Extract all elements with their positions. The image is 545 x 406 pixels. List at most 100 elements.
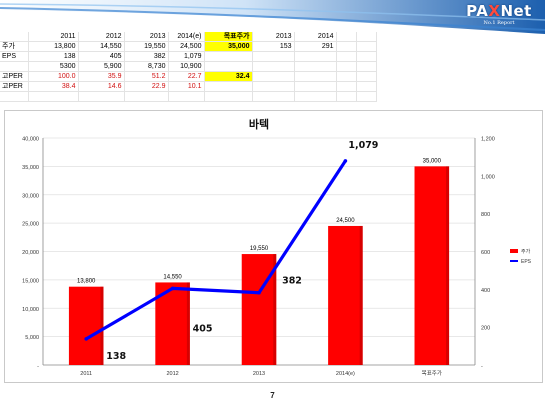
sheet-header-cell: 2012: [78, 32, 125, 42]
sheet-header-row: 2011 2012 2013 2014(e) 목표주가 2013 2014: [0, 32, 377, 42]
sheet-cell: [204, 51, 253, 62]
sheet-header-cell: [0, 32, 29, 42]
bar-shade: [359, 225, 363, 365]
eps-point: [84, 337, 88, 341]
sheet-empty-cell: [356, 41, 377, 52]
data-table: 2011 2012 2013 2014(e) 목표주가 2013 2014 주가 13,800 1…: [0, 32, 377, 102]
legend-label: EPS: [521, 259, 532, 265]
y-right-tick-label: 1,200: [481, 137, 495, 143]
eps-value-label: 1,079: [348, 140, 378, 151]
y-right-tick-label: 600: [481, 250, 490, 256]
sheet-empty-cell: [124, 91, 169, 102]
eps-value-label: 138: [106, 351, 126, 362]
sheet-header-cell: 2013: [124, 32, 169, 42]
sheet-cell: [204, 61, 253, 72]
eps-point: [343, 159, 348, 163]
y-right-tick-label: 400: [481, 288, 490, 294]
bar: [68, 286, 104, 365]
sheet-cell: 22.7: [168, 71, 205, 82]
sheet-header-cell: 2014(e): [168, 32, 205, 42]
sheet-empty-cell: [356, 61, 377, 72]
bar-value-label: 35,000: [423, 158, 442, 164]
bar-shade: [273, 254, 277, 365]
sheet-empty-cell: [336, 51, 357, 62]
paxnet-logo: PAXNet No.1 Report: [466, 2, 532, 26]
legend-swatch-bar: [510, 249, 518, 253]
sheet-cell: 138: [28, 51, 79, 62]
sheet-header-cell: 2014: [294, 32, 337, 42]
eps-point: [257, 290, 261, 295]
sheet-empty-cell: [28, 91, 79, 102]
page-number: 7: [270, 391, 275, 400]
x-tick-label: 2013: [253, 371, 265, 377]
sheet-empty-cell: [336, 41, 357, 52]
bar: [328, 225, 363, 365]
sheet-cell: [252, 71, 295, 82]
chart-title: 바텍: [249, 117, 269, 131]
sheet-empty-cell: [356, 91, 377, 102]
legend-label: 주가: [521, 248, 531, 255]
sheet-empty-cell: [294, 91, 337, 102]
eps-point: [170, 286, 175, 291]
sheet-cell: [294, 51, 337, 62]
sheet-cell: 100.0: [28, 71, 79, 82]
sheet-cell: 5,900: [78, 61, 125, 72]
sheet-cell: [294, 61, 337, 72]
sheet-row: 고PER 38.4 14.6 22.9 10.1: [0, 81, 377, 92]
y-right-tick-label: -: [481, 364, 483, 370]
sheet-cell: 35,000: [204, 41, 253, 52]
sheet-cell: 8,730: [124, 61, 169, 72]
y-right-tick-label: 1,000: [481, 174, 495, 180]
sheet-cell: 19,550: [124, 41, 169, 52]
sheet-header-cell: 목표주가: [204, 32, 253, 42]
sheet-cell: 22.9: [124, 81, 169, 92]
sheet-row-label: 주가: [0, 41, 29, 52]
bar-value-label: 19,550: [250, 246, 269, 252]
bar-shade: [186, 282, 190, 365]
y-left-tick-label: 10,000: [22, 307, 39, 313]
sheet-cell: [252, 51, 295, 62]
x-tick-label: 2012: [166, 371, 178, 377]
sheet-empty-row: [0, 91, 377, 102]
sheet-header-cell: 2013: [252, 32, 295, 42]
bar-value-label: 14,550: [163, 274, 182, 280]
top-banner: PAXNet No.1 Report: [0, 0, 545, 34]
sheet-cell: 14,550: [78, 41, 125, 52]
sheet-cell: 24,500: [168, 41, 205, 52]
sheet-row: 고PER 100.0 35.9 51.2 22.7 32.4: [0, 71, 377, 82]
sheet-cell: 51.2: [124, 71, 169, 82]
sheet-empty-cell: [0, 91, 29, 102]
sheet-cell: 1,079: [168, 51, 205, 62]
sheet-cell: [252, 61, 295, 72]
y-left-tick-label: 20,000: [22, 250, 39, 256]
sheet-cell: 13,800: [28, 41, 79, 52]
sheet-empty-cell: [78, 91, 125, 102]
sheet-row: 5300 5,900 8,730 10,900: [0, 61, 377, 72]
banner-swoosh: [0, 0, 545, 34]
y-left-tick-label: 5,000: [25, 335, 39, 341]
sheet-cell: 35.9: [78, 71, 125, 82]
x-tick-label: 목표주가: [422, 369, 442, 377]
sheet-empty-cell: [336, 71, 357, 82]
sheet-row-label: [0, 61, 29, 72]
sheet-cell: 291: [294, 41, 337, 52]
sheet-row-label: 고PER: [0, 71, 29, 82]
bar-value-label: 24,500: [336, 218, 355, 224]
y-left-tick-label: 40,000: [22, 137, 39, 143]
sheet-cell: 153: [252, 41, 295, 52]
sheet-empty-cell: [204, 91, 253, 102]
y-right-tick-label: 200: [481, 326, 490, 332]
sheet-cell: 10,900: [168, 61, 205, 72]
sheet-row: 주가 13,800 14,550 19,550 24,500 35,000 153 291: [0, 41, 377, 52]
sheet-empty-cell: [336, 81, 357, 92]
bar-shade: [446, 166, 450, 365]
sheet-cell: 405: [78, 51, 125, 62]
y-left-tick-label: 35,000: [22, 165, 39, 171]
sheet-row-label: 고PER: [0, 81, 29, 92]
sheet-cell: [294, 71, 337, 82]
eps-line: [85, 160, 347, 341]
y-left-tick-label: 25,000: [22, 222, 39, 228]
y-left-tick-label: 15,000: [22, 278, 39, 284]
sheet-empty-cell: [168, 91, 205, 102]
bar: [414, 166, 450, 365]
